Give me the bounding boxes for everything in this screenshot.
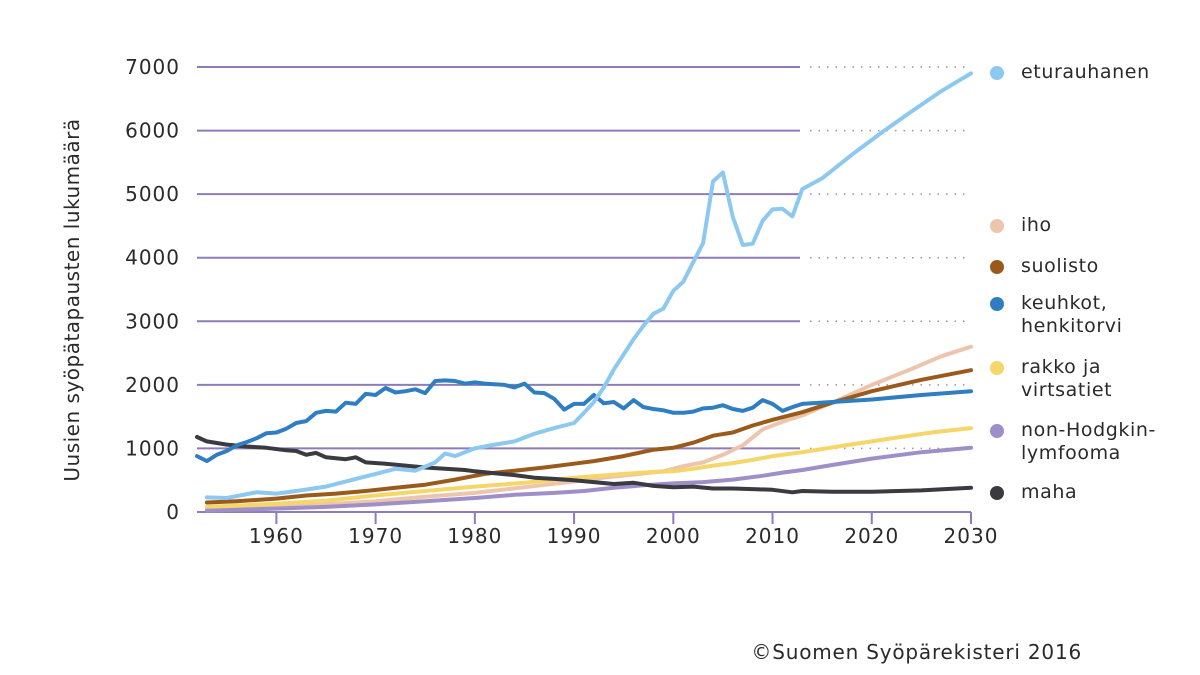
legend-label: suolisto xyxy=(1021,255,1099,277)
legend-item: maha xyxy=(990,481,1077,504)
y-tick-label: 4000 xyxy=(125,246,180,270)
y-tick-label: 2000 xyxy=(125,373,180,397)
legend-swatch xyxy=(990,486,1004,500)
x-tick-label: 1960 xyxy=(249,524,304,548)
copyright: ©Suomen Syöpärekisteri 2016 xyxy=(751,640,1082,664)
legend-label: non-Hodgkin- lymfooma xyxy=(1021,419,1156,464)
legend-label: keuhkot, henkitorvi xyxy=(1021,292,1123,337)
legend-swatch xyxy=(990,66,1004,80)
y-tick-label: 3000 xyxy=(125,309,180,333)
y-tick-label: 5000 xyxy=(125,182,180,206)
legend-swatch xyxy=(990,219,1004,233)
legend-item: keuhkot, henkitorvi xyxy=(990,292,1122,338)
legend-swatch xyxy=(990,260,1004,274)
y-tick-label: 1000 xyxy=(125,436,180,460)
legend-item: suolisto xyxy=(990,255,1099,278)
legend-label: rakko ja virtsatiet xyxy=(1021,356,1113,401)
legend-swatch xyxy=(990,361,1004,375)
x-tick-label: 2020 xyxy=(844,524,899,548)
x-tick-label: 2030 xyxy=(944,524,999,548)
y-tick-label: 7000 xyxy=(125,55,180,79)
series-line xyxy=(204,71,973,500)
legend-swatch xyxy=(990,424,1004,438)
x-tick-label: 2010 xyxy=(745,524,800,548)
series-line xyxy=(204,344,973,511)
legend-item: eturauhanen xyxy=(990,61,1150,84)
legend-item: iho xyxy=(990,214,1052,237)
y-tick-label: 0 xyxy=(166,500,180,524)
legend-item: rakko ja virtsatiet xyxy=(990,356,1112,402)
legend-label: iho xyxy=(1021,214,1052,236)
y-axis-title: Uusien syöpätapausten lukumäärä xyxy=(60,118,84,482)
x-tick-label: 1990 xyxy=(547,524,602,548)
legend-item: non-Hodgkin- lymfooma xyxy=(990,419,1156,465)
series-line xyxy=(204,426,973,509)
x-tick-label: 2000 xyxy=(646,524,701,548)
series-line xyxy=(204,368,973,505)
legend-label: maha xyxy=(1021,481,1078,503)
x-tick-label: 1980 xyxy=(447,524,502,548)
legend-label: eturauhanen xyxy=(1021,61,1150,83)
series-line xyxy=(195,378,973,464)
series-line xyxy=(204,445,973,513)
y-tick-label: 6000 xyxy=(125,119,180,143)
legend-swatch xyxy=(990,297,1004,311)
x-tick-label: 1970 xyxy=(348,524,403,548)
series-line xyxy=(195,435,973,495)
